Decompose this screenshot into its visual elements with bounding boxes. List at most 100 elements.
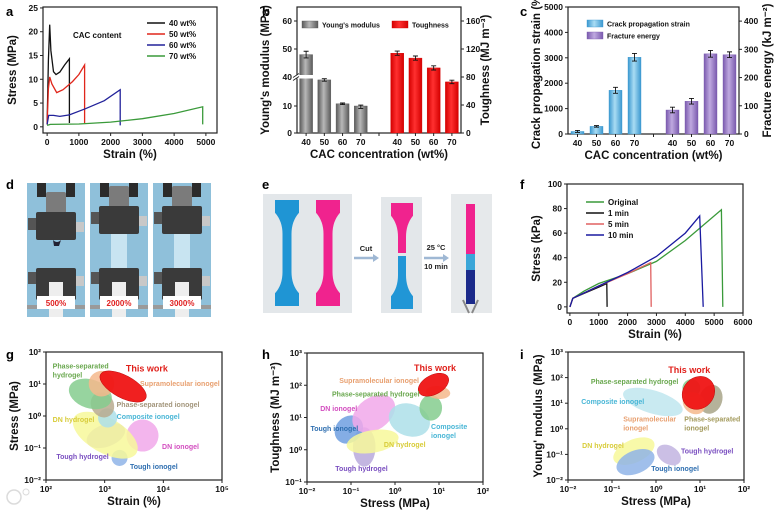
y-tick-label: 80 — [553, 204, 563, 214]
photo-stretch-2: 3000% — [153, 183, 211, 317]
region-label-dn-ionogel: DN ionogel — [162, 444, 199, 451]
legend-label: Fracture energy — [607, 34, 660, 41]
panel-label-g: g — [6, 347, 14, 362]
bar-toughness — [408, 57, 423, 134]
x-tick-label: 40 — [668, 138, 678, 148]
error-bar — [340, 102, 346, 105]
legend-label: 50 wt% — [169, 30, 196, 39]
y-tick-label: 10⁻² — [546, 475, 563, 485]
legend-label: 40 wt% — [169, 19, 196, 28]
x-tick-label: 1000 — [589, 317, 608, 327]
y-tick-label: 5 — [33, 98, 38, 108]
bar-fracture-energy — [684, 101, 699, 135]
region-label-this-work: This work — [126, 363, 169, 373]
panel-label-i: i — [520, 347, 524, 362]
y-tick-label: 25 — [29, 3, 39, 13]
y-tick-label: 10² — [29, 347, 41, 357]
y-tick-label: 20 — [29, 27, 39, 37]
clamp-arm — [192, 183, 201, 197]
bar-young-s-modulus — [335, 103, 350, 134]
region-dn-ionogel — [352, 394, 396, 433]
panel-label-c: c — [520, 4, 527, 19]
panel-d-photos: 500% 2000% 3000% — [27, 183, 211, 317]
x-tick-label: 60 — [429, 137, 439, 147]
y-tick-label: 10⁻² — [24, 475, 41, 485]
error-bar — [613, 86, 618, 94]
error-bar — [358, 104, 364, 109]
stretched-sample — [111, 234, 127, 270]
x-tick-label: 6000 — [734, 317, 753, 327]
region-label-phase-separated-ionogel: ionogel — [684, 426, 709, 433]
upper-clamp — [162, 206, 202, 234]
x-tick-label: 70 — [447, 137, 457, 147]
error-bar — [575, 129, 580, 133]
x-tick-label: 10⁰ — [389, 486, 402, 496]
region-label-dn-hydrogel: DN hydrogel — [582, 443, 624, 450]
y-right-tick-label: 160 — [466, 16, 480, 26]
arrow-right-icon — [443, 254, 449, 262]
y-tick-label: 10⁰ — [28, 411, 41, 421]
bar-toughness — [390, 53, 404, 134]
clamp-arm — [37, 183, 46, 197]
healed-pink-segment — [466, 204, 475, 254]
y-tick-label: 10⁻¹ — [285, 477, 302, 487]
x-tick-label: 40 — [573, 138, 583, 148]
y-tick-label: 60 — [553, 228, 563, 238]
x-axis-title: Stress (MPa) — [360, 498, 430, 510]
heal-temperature-label: 25 °C — [427, 243, 446, 252]
x-tick-label: 10⁵ — [215, 484, 228, 494]
legend-swatch — [586, 31, 604, 40]
heal-time-label: 10 min — [424, 262, 448, 271]
panel-f: 0 1000 2000 3000 4000 5000 6000 0 20 40 60 80 100 Str… — [531, 179, 753, 341]
y-tick-label: 1000 — [544, 104, 563, 114]
region-label-phase-separated-hydrogel: Phase-separated hydrogel — [332, 392, 420, 399]
legend-label: 5 min — [608, 220, 629, 229]
error-bar — [670, 106, 675, 114]
bar-fracture-energy — [703, 53, 718, 135]
x-tick-label: 5000 — [705, 317, 724, 327]
legend-label: 70 wt% — [169, 52, 196, 61]
bar-fracture-energy — [665, 109, 680, 135]
region-label-supramolecular-ionogel: Supramolecular — [623, 417, 676, 424]
error-bar — [394, 50, 400, 56]
x-tick-label: 70 — [630, 138, 640, 148]
x-tick-label: 4000 — [676, 317, 695, 327]
legend-label: Toughness — [412, 23, 449, 30]
region-label-tough-ionogel: Tough ionogel — [651, 466, 699, 473]
y-tick-label: 0 — [558, 129, 563, 139]
x-tick-label: 4000 — [165, 137, 184, 147]
clamp-knob — [28, 272, 36, 284]
x-tick-label: 5000 — [196, 137, 215, 147]
region-label-phase-separated-hydrogel: Phase-separated hydrogel — [591, 379, 679, 386]
bar-toughness — [426, 67, 441, 134]
panel-a: 0 1000 2000 3000 4000 5000 0 5 10 15 20 25 Strain (%… — [7, 3, 218, 161]
clamp-knob — [28, 218, 36, 230]
y-axis-title: Stress (MPa) — [7, 35, 19, 105]
legend-label: 60 wt% — [169, 41, 196, 50]
panel-label-f: f — [520, 177, 525, 192]
clamp-roller — [46, 192, 66, 214]
y-axis-title: Toughness (MJ m⁻³) — [270, 362, 282, 473]
strain-label-box — [100, 296, 138, 309]
y-tick-label: 40 — [283, 72, 293, 82]
panel-e-photos: Cut 25 °C 10 min — [263, 194, 492, 314]
broken-sample — [53, 240, 61, 246]
strain-label: 2000% — [107, 299, 132, 308]
y-tick-label: 3000 — [544, 53, 563, 63]
bar-young-s-modulus — [317, 79, 332, 134]
y-tick-label: 0 — [557, 302, 562, 312]
panel-label-a: a — [6, 4, 14, 19]
x-tick-label: 70 — [725, 138, 735, 148]
region-label-this-work: This work — [414, 363, 457, 373]
error-bar — [594, 125, 599, 128]
strain-label: 500% — [46, 299, 66, 308]
region-label-phase-separated-hydrogel: Phase-separated — [53, 364, 109, 371]
y-right-tick-label: 40 — [466, 100, 476, 110]
y-tick-label: 0 — [287, 128, 292, 138]
x-tick-label: 50 — [592, 138, 602, 148]
strain-label-box — [163, 296, 201, 309]
x-tick-label: 2000 — [618, 317, 637, 327]
clamp-knob — [91, 212, 99, 224]
series-line-60-wt- — [46, 88, 121, 126]
region-label-tough-hydrogel: Tough hydrogel — [335, 466, 387, 473]
